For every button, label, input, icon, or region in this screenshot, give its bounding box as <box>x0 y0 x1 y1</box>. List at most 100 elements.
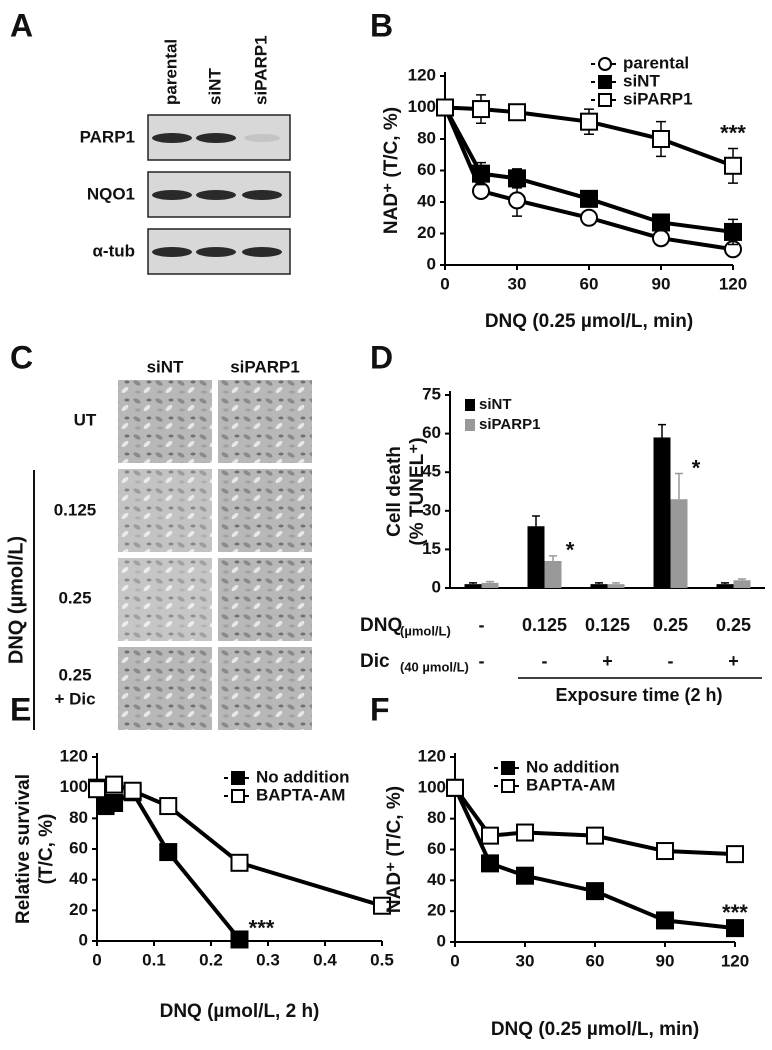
y-tick-label: 60 <box>427 839 446 858</box>
data-point <box>88 780 106 799</box>
band <box>152 190 192 200</box>
bar <box>716 584 734 588</box>
legend-label: No addition <box>526 757 619 776</box>
x-axis-label: Exposure time (2 h) <box>555 685 722 705</box>
row-label: Dic <box>360 651 390 672</box>
y-tick-label: 30 <box>422 500 441 519</box>
legend-label: siNT <box>623 71 660 90</box>
x-tick-label: 0.5 <box>370 950 394 969</box>
x-tick-label: 0.4 <box>313 950 337 969</box>
x-tick-label: 0.25 <box>716 615 751 635</box>
y-tick-label: 60 <box>69 838 88 857</box>
data-point <box>436 98 454 117</box>
error-bar <box>469 582 477 585</box>
data-point <box>481 854 499 873</box>
band <box>196 133 236 143</box>
micrograph <box>118 380 212 463</box>
y-axis-label: NAD⁺ (T/C, %) <box>381 107 402 234</box>
data-point <box>472 164 490 183</box>
legend-label: BAPTA-AM <box>256 785 345 804</box>
legend-marker <box>501 779 515 793</box>
panel-letter: C <box>10 339 33 375</box>
band <box>242 190 282 200</box>
x-axis-label: DNQ (0.25 µmol/L, min) <box>491 1019 699 1040</box>
panel-letter: A <box>10 7 33 43</box>
annotation: * <box>566 538 575 563</box>
legend-label: siNT <box>479 396 512 413</box>
blot-label: NQO1 <box>87 184 135 203</box>
x-tick-label: 0 <box>450 951 459 970</box>
legend-label: No addition <box>256 767 349 786</box>
band <box>242 247 282 257</box>
bar <box>733 580 751 588</box>
y-tick-label: 100 <box>418 777 446 796</box>
data-point <box>726 919 744 938</box>
y-tick-label: 0 <box>437 931 446 950</box>
y-tick-label: 0 <box>427 254 436 273</box>
legend-marker <box>598 57 612 71</box>
legend-label: parental <box>623 53 689 72</box>
x-tick-label: + <box>728 651 739 671</box>
legend-marker <box>231 771 245 785</box>
y-tick-label: 80 <box>417 128 436 147</box>
data-point <box>580 189 598 208</box>
x-tick-label: + <box>602 651 613 671</box>
row-unit: (µmol/L) <box>400 623 451 638</box>
data-point <box>516 866 534 885</box>
y-tick-label: 120 <box>418 746 446 765</box>
micrograph <box>118 558 212 641</box>
data-point <box>508 103 526 122</box>
y-tick-label: 0 <box>432 577 441 596</box>
data-point <box>724 156 742 175</box>
error-bar <box>595 582 603 585</box>
y-tick-label: 60 <box>422 423 441 442</box>
y-tick-label: 80 <box>69 808 88 827</box>
row-label: DNQ <box>360 615 402 636</box>
legend-marker <box>501 761 515 775</box>
y-tick-label: 120 <box>60 746 88 765</box>
x-tick-label: 30 <box>508 274 527 293</box>
x-tick-label: 120 <box>721 951 749 970</box>
y-tick-label: 75 <box>422 384 441 403</box>
y-tick-label: 45 <box>422 462 441 481</box>
error-bar <box>486 580 494 583</box>
data-point <box>652 130 670 148</box>
legend-marker <box>598 75 612 89</box>
bar <box>527 526 545 588</box>
x-tick-label: 60 <box>580 274 599 293</box>
series-line <box>443 106 734 234</box>
data-point <box>373 896 391 915</box>
y-axis-label: (% TUNEL⁺) <box>407 437 428 545</box>
y-tick-label: 80 <box>427 808 446 827</box>
data-point <box>159 843 178 862</box>
data-point <box>652 229 670 248</box>
panel-letter: B <box>370 7 393 43</box>
legend-label: BAPTA-AM <box>526 775 615 794</box>
x-tick-label: 0.125 <box>522 615 567 635</box>
y-tick-label: 100 <box>60 777 88 796</box>
data-point <box>656 842 674 861</box>
x-tick-label: 0.2 <box>199 950 223 969</box>
x-tick-label: - <box>668 651 674 671</box>
y-axis-label: (T/C, %) <box>36 814 57 885</box>
data-point <box>586 882 604 901</box>
y-tick-label: 15 <box>422 539 441 558</box>
data-point <box>230 853 249 872</box>
y-tick-label: 60 <box>417 160 436 179</box>
x-tick-label: 0.125 <box>585 615 630 635</box>
x-tick-label: 90 <box>656 951 675 970</box>
bar <box>607 584 625 588</box>
data-point <box>580 112 598 131</box>
x-tick-label: 0.25 <box>653 615 688 635</box>
y-tick-label: 40 <box>427 870 446 889</box>
x-axis-label: DNQ (µmol/L, 2 h) <box>160 1001 320 1022</box>
row-label: 0.25 <box>58 588 91 607</box>
bar <box>670 499 688 588</box>
band <box>196 247 236 257</box>
panel-letter: E <box>10 691 31 727</box>
data-point <box>656 911 674 930</box>
bar <box>464 584 482 588</box>
micrograph <box>118 647 212 730</box>
data-point <box>123 781 142 800</box>
row-label: UT <box>74 410 97 429</box>
